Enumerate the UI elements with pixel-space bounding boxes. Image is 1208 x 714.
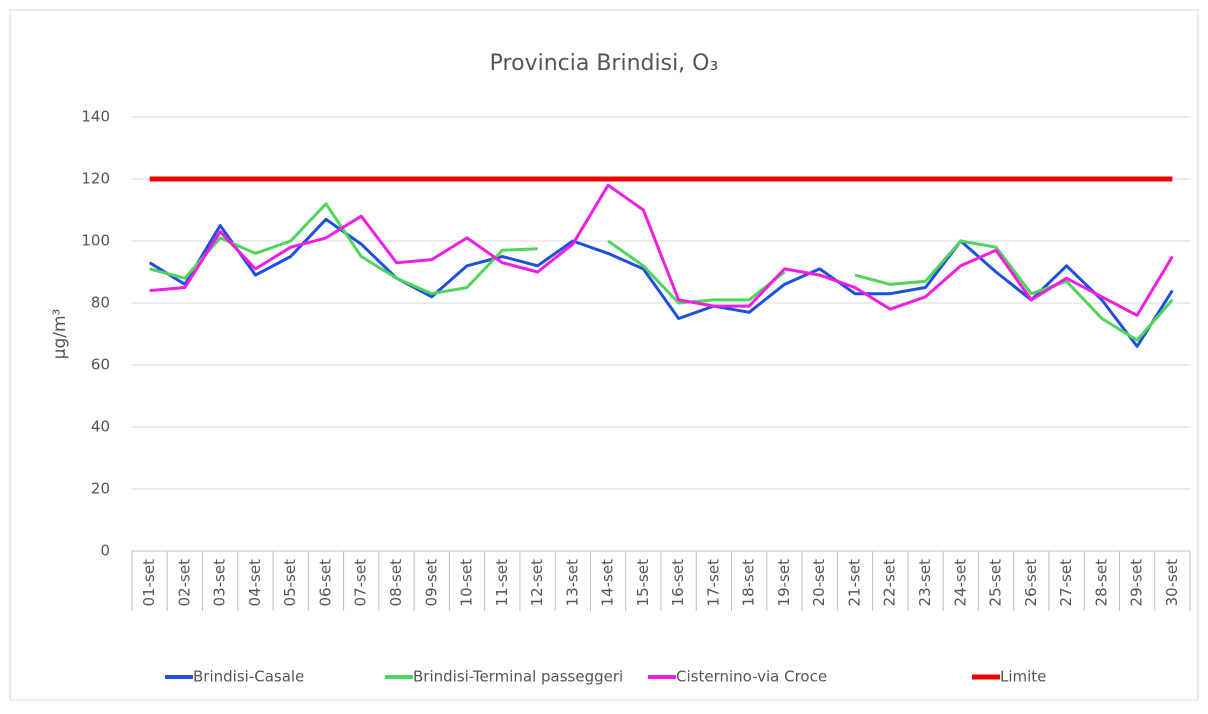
x-tick-label: 16-set <box>669 559 687 607</box>
series-line <box>148 217 1174 348</box>
x-tick-label: 30-set <box>1163 559 1181 607</box>
x-tick-label: 08-set <box>387 559 405 607</box>
legend-label: Brindisi-Casale <box>193 668 304 686</box>
legend-label: Brindisi-Terminal passeggeri <box>413 668 623 686</box>
x-tick-label: 01-set <box>140 559 158 607</box>
y-tick-label: 140 <box>81 108 110 126</box>
series-line <box>149 202 1174 342</box>
x-tick-label: 20-set <box>810 559 828 607</box>
x-tick-label: 02-set <box>175 559 193 607</box>
y-tick-label: 100 <box>81 232 110 250</box>
y-tick-label: 80 <box>91 294 110 312</box>
y-axis-label: µg/m³ <box>50 309 70 360</box>
x-tick-label: 06-set <box>316 559 334 607</box>
x-tick-label: 15-set <box>634 559 652 607</box>
x-tick-label: 17-set <box>704 559 722 607</box>
x-tick-label: 12-set <box>528 559 546 607</box>
x-tick-label: 21-set <box>845 559 863 607</box>
x-tick-label: 10-set <box>458 559 476 607</box>
series-line <box>149 183 1174 317</box>
x-tick-label: 24-set <box>951 559 969 607</box>
x-tick-label: 23-set <box>916 559 934 607</box>
x-tick-label: 13-set <box>563 559 581 607</box>
x-tick-label: 14-set <box>599 559 617 607</box>
chart-title: Provincia Brindisi, O₃ <box>490 51 719 76</box>
y-tick-label: 120 <box>81 170 110 188</box>
x-tick-label: 11-set <box>493 559 511 607</box>
x-tick-label: 27-set <box>1057 559 1075 607</box>
x-tick-label: 25-set <box>987 559 1005 607</box>
y-tick-label: 60 <box>91 356 110 374</box>
y-tick-label: 40 <box>91 418 110 436</box>
legend-label: Cisternino-via Croce <box>676 668 827 686</box>
x-tick-label: 18-set <box>740 559 758 607</box>
x-tick-label: 19-set <box>775 559 793 607</box>
x-tick-label: 26-set <box>1022 559 1040 607</box>
x-tick-label: 04-set <box>246 559 264 607</box>
x-tick-label: 28-set <box>1092 559 1110 607</box>
legend-label: Limite <box>1000 668 1046 686</box>
y-tick-label: 0 <box>100 542 110 560</box>
x-tick-label: 22-set <box>881 559 899 607</box>
y-tick-label: 20 <box>91 480 110 498</box>
chart-frame <box>9 9 1199 701</box>
x-tick-label: 03-set <box>211 559 229 607</box>
x-tick-label: 29-set <box>1128 559 1146 607</box>
x-tick-label: 05-set <box>281 559 299 607</box>
x-tick-label: 09-set <box>422 559 440 607</box>
x-tick-label: 07-set <box>352 559 370 607</box>
